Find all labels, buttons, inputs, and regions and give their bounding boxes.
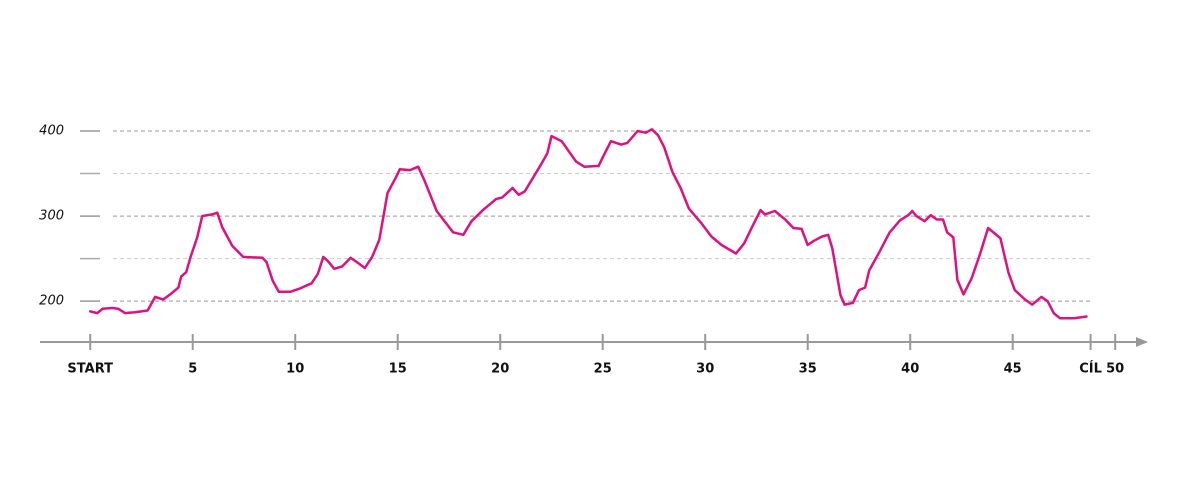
x-tick-label: 30 [696, 362, 714, 377]
x-tick-label: START [67, 362, 113, 377]
x-tick-label: 20 [491, 362, 509, 377]
elevation-line [88, 128, 1088, 320]
x-tick-label: 45 [1004, 362, 1022, 377]
y-tick-label: 300 [39, 209, 64, 224]
x-tick-label: 15 [389, 362, 407, 377]
x-tick-label: 40 [901, 362, 919, 377]
y-tick-label: 200 [39, 294, 64, 309]
x-tick-label: 5 [188, 362, 197, 377]
x-tick-label: CÍL [1079, 361, 1102, 377]
x-tick-label: 25 [594, 362, 612, 377]
x-tick-label: 50 [1106, 362, 1124, 377]
x-tick-label: 10 [286, 362, 304, 377]
x-axis-arrow [1136, 337, 1148, 347]
y-tick-label: 400 [39, 124, 64, 139]
x-tick-label: 35 [799, 362, 817, 377]
